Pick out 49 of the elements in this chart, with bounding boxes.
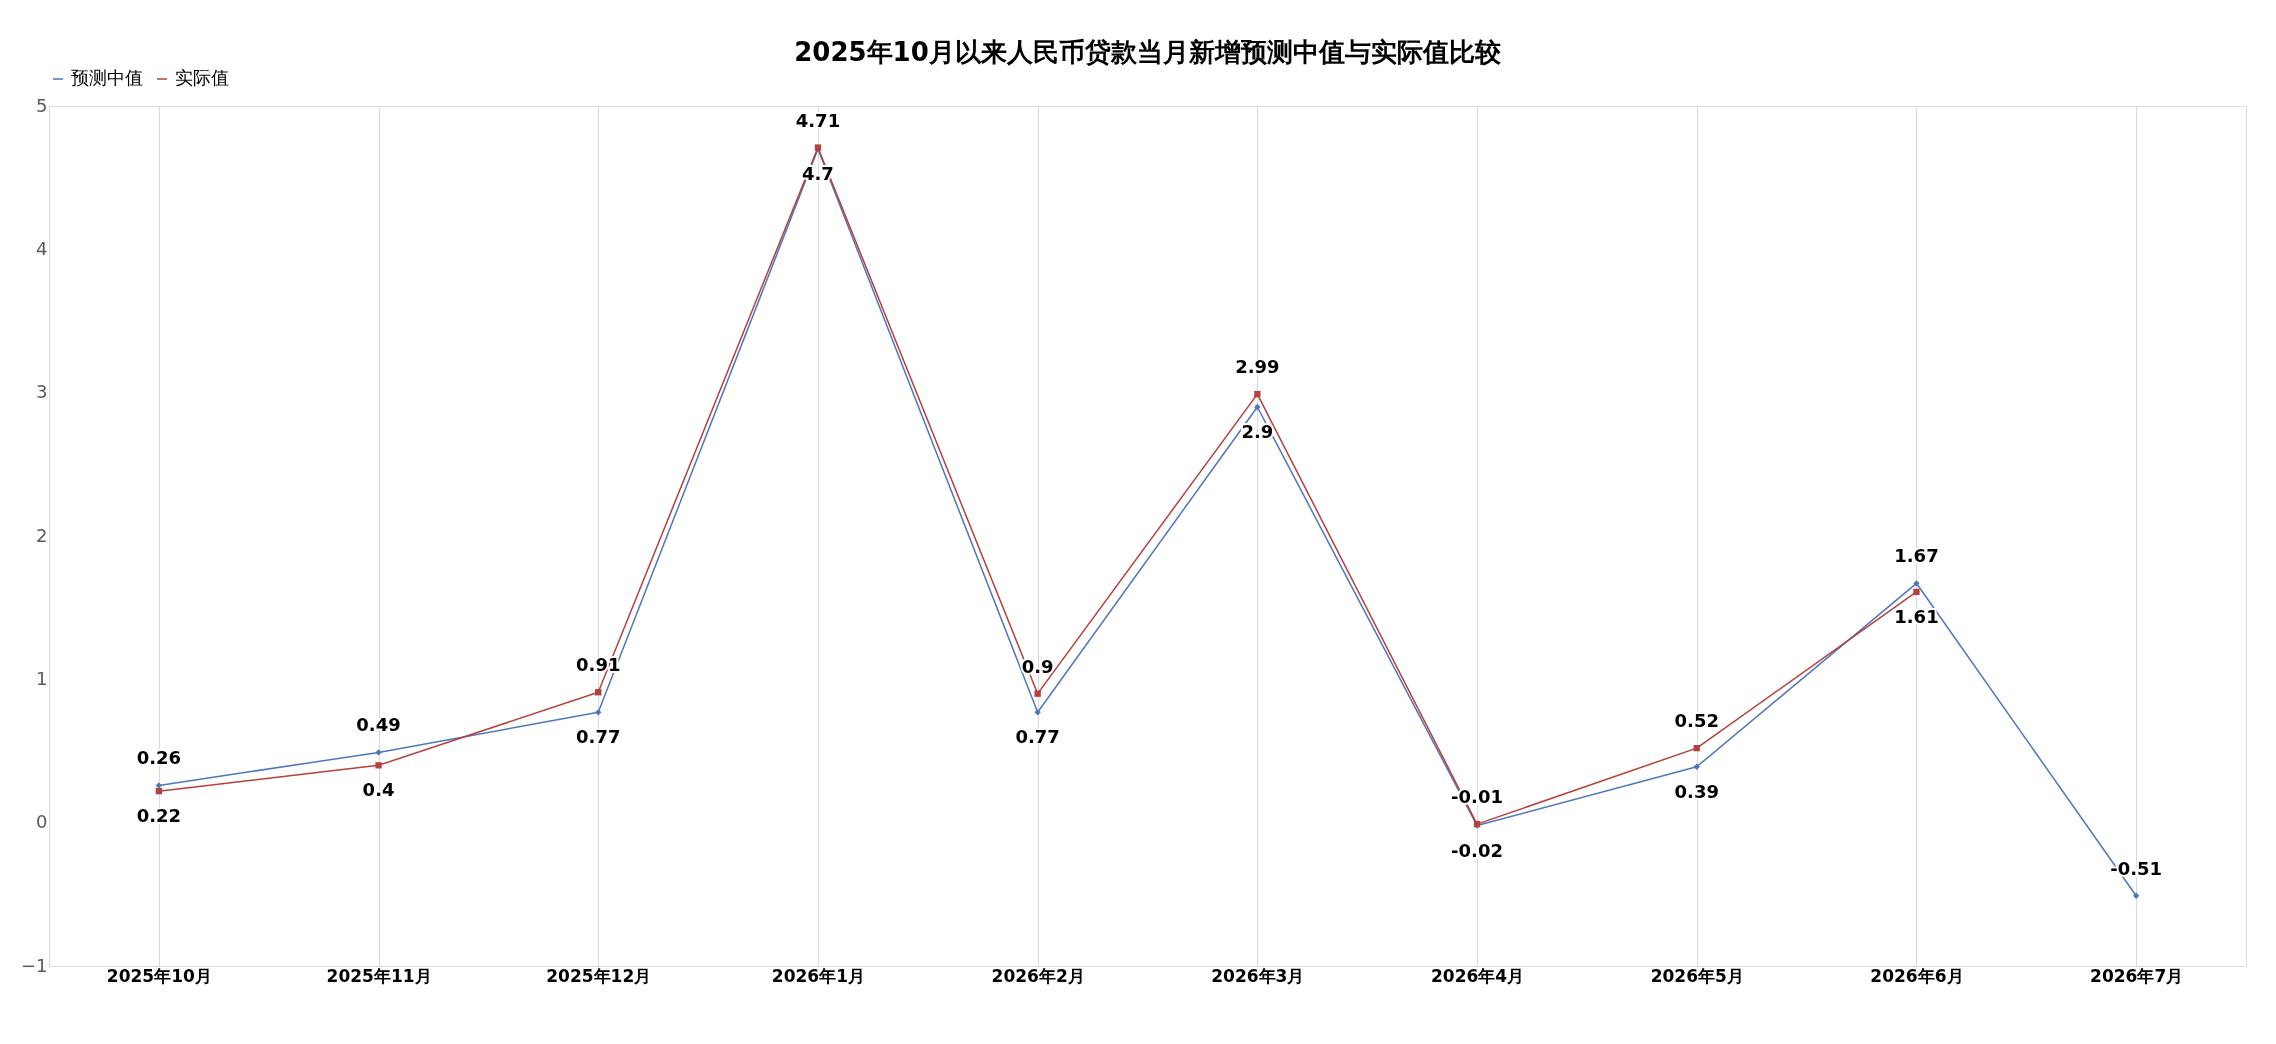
x-tick-label: 2026年2月 <box>991 965 1085 986</box>
x-tick-label: 2026年4月 <box>1430 965 1525 986</box>
y-tick-label: 0 <box>36 811 48 833</box>
y-tick-label: −1 <box>20 954 48 976</box>
data-label: 0.77 <box>576 726 621 748</box>
data-label: 1.67 <box>1894 545 1939 567</box>
point <box>1693 763 1700 770</box>
y-tick-label: 3 <box>36 381 48 403</box>
point <box>1913 588 1920 596</box>
x-tick-label: 2026年7月 <box>2090 965 2184 986</box>
point <box>595 709 602 716</box>
point <box>1254 403 1261 411</box>
legend-label: 实际值 <box>175 67 229 88</box>
data-label: 0.22 <box>136 805 182 827</box>
x-tick-label: 2026年6月 <box>1870 965 1964 986</box>
data-label: 0.4 <box>362 779 395 801</box>
data-label: 0.77 <box>1015 726 1060 748</box>
data-label: 0.39 <box>1674 780 1719 802</box>
data-label: 0.26 <box>136 747 182 769</box>
point <box>595 689 602 696</box>
data-label: 2.99 <box>1235 356 1280 378</box>
data-label: 1.61 <box>1894 605 1939 627</box>
y-tick-label: 4 <box>36 237 48 259</box>
data-label: 0.49 <box>356 714 401 736</box>
x-tick-label: 2025年10月 <box>106 965 212 986</box>
point <box>2132 892 2140 899</box>
data-label: -0.02 <box>1451 839 1503 861</box>
point <box>375 762 382 769</box>
x-tick-label: 2025年11月 <box>326 965 432 986</box>
x-tick-label: 2026年3月 <box>1211 965 1305 986</box>
point <box>375 749 382 756</box>
point <box>155 787 163 795</box>
point <box>1693 744 1700 752</box>
point <box>1034 690 1041 697</box>
y-tick-label: 5 <box>36 94 48 116</box>
data-label: 4.71 <box>795 109 841 131</box>
y-tick-label: 1 <box>36 667 48 689</box>
x-tick-label: 2026年5月 <box>1650 965 1744 986</box>
chart-title: 2025年10月以来人民币贷款当月新增预测中值与实际值比较 <box>794 37 1502 67</box>
point <box>1913 580 1920 587</box>
y-tick-label: 2 <box>36 524 48 546</box>
x-tick-label: 2026年1月 <box>771 965 866 986</box>
legend-label: 预测中值 <box>71 67 143 88</box>
data-label: 2.9 <box>1241 421 1274 442</box>
point <box>155 782 163 789</box>
point <box>1034 709 1041 716</box>
point <box>1254 390 1261 398</box>
x-tick-label: 2025年12月 <box>546 965 652 986</box>
data-label: 0.52 <box>1674 710 1719 732</box>
